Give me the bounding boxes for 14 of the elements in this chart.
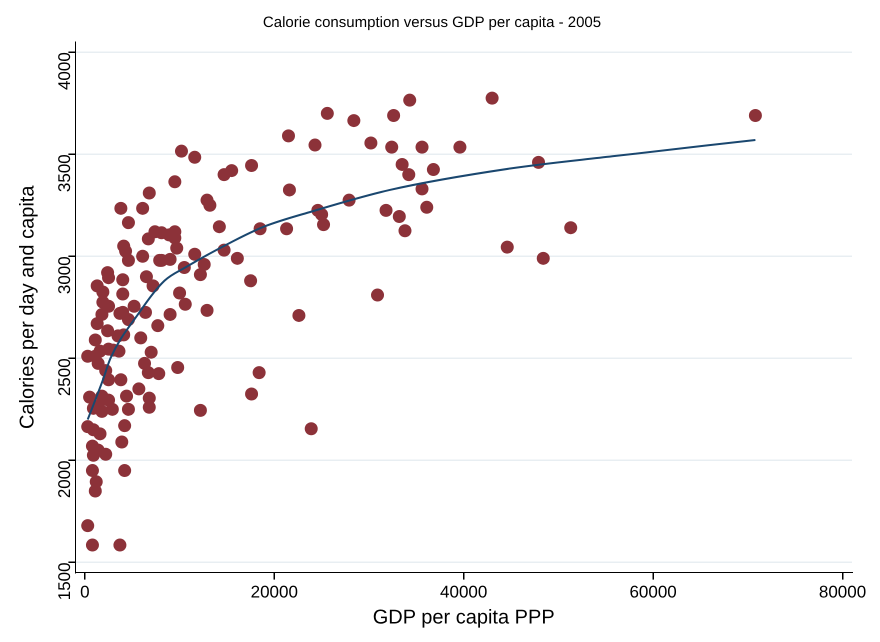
y-tick-label: 3500 [55,154,74,192]
x-tick-label: 20000 [250,582,298,602]
x-axis-title: GDP per capita PPP [372,606,555,629]
y-tick-label: 2500 [55,358,74,396]
x-tick-label: 40000 [440,582,488,602]
x-tick-label: 0 [80,582,90,602]
y-tick-label: 4000 [55,52,74,90]
y-tick-label: 1500 [55,562,74,600]
y-tick-label: 3000 [55,256,74,294]
x-tick-label: 60000 [629,582,677,602]
x-tick-label: 80000 [818,582,866,602]
y-tick-label: 2000 [55,460,74,498]
y-axis-title: Calories per day and capita [16,184,39,430]
chart-title: Calorie consumption versus GDP per capita - 2005 [262,14,602,32]
